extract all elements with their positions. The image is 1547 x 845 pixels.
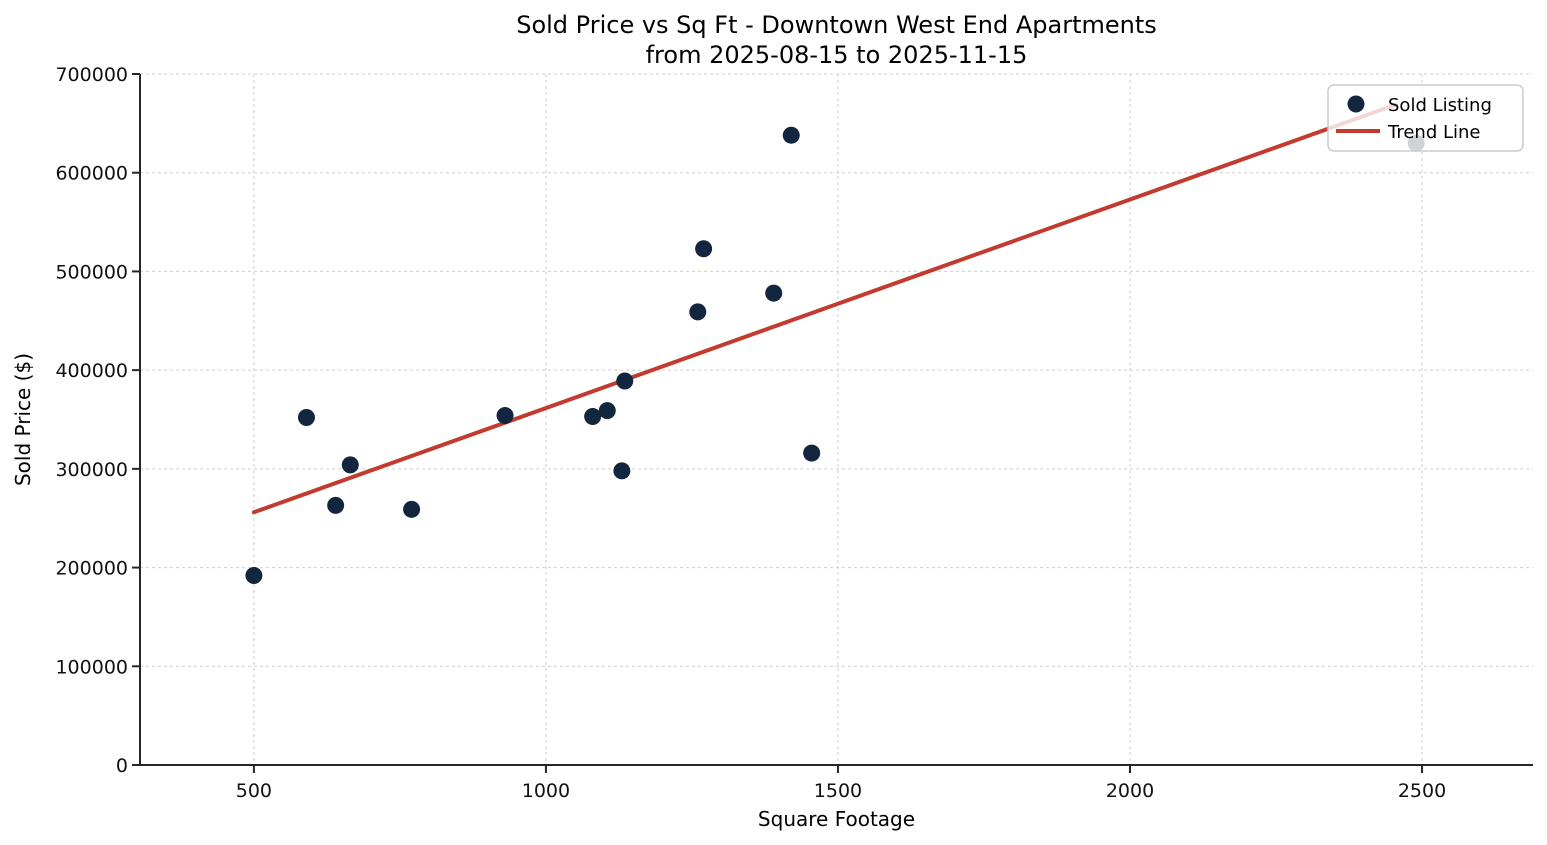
y-tick-label: 600000 <box>55 163 128 185</box>
chart-title-line2: from 2025-08-15 to 2025-11-15 <box>645 41 1028 69</box>
chart-title: Sold Price vs Sq Ft - Downtown West End … <box>140 10 1533 70</box>
scatter-point <box>584 408 602 426</box>
y-tick-label: 400000 <box>55 360 128 382</box>
scatter-point <box>765 284 783 302</box>
scatter-point <box>327 496 345 514</box>
legend-label: Sold Listing <box>1388 95 1492 116</box>
x-axis-label: Square Footage <box>758 807 915 831</box>
x-tick-label: 2500 <box>1398 780 1446 802</box>
scatter-point <box>297 409 315 427</box>
scatter-point <box>782 126 800 144</box>
legend-label: Trend Line <box>1387 122 1481 143</box>
y-tick-label: 100000 <box>55 656 128 678</box>
y-tick-label: 700000 <box>55 64 128 86</box>
scatter-point <box>695 240 713 258</box>
scatter-point <box>803 444 821 462</box>
scatter-point <box>598 402 616 420</box>
y-axis-label: Sold Price ($) <box>11 353 35 486</box>
scatter-point <box>613 462 631 480</box>
scatter-point <box>616 372 634 390</box>
legend-box <box>1327 84 1524 152</box>
x-tick-label: 1000 <box>522 780 570 802</box>
chart-title-line1: Sold Price vs Sq Ft - Downtown West End … <box>516 11 1157 39</box>
legend-marker-point <box>1347 95 1365 113</box>
x-tick-label: 1500 <box>814 780 862 802</box>
x-tick-label: 500 <box>236 780 272 802</box>
scatter-point <box>689 303 707 321</box>
scatter-point <box>341 456 359 474</box>
scatter-point <box>245 566 263 584</box>
scatter-point <box>496 407 514 425</box>
x-tick-label: 2000 <box>1106 780 1154 802</box>
y-tick-label: 200000 <box>55 558 128 580</box>
scatter-point <box>403 500 421 518</box>
y-tick-label: 500000 <box>55 261 128 283</box>
trend-line <box>251 102 1398 515</box>
y-tick-label: 300000 <box>55 459 128 481</box>
y-tick-label: 0 <box>116 755 128 777</box>
